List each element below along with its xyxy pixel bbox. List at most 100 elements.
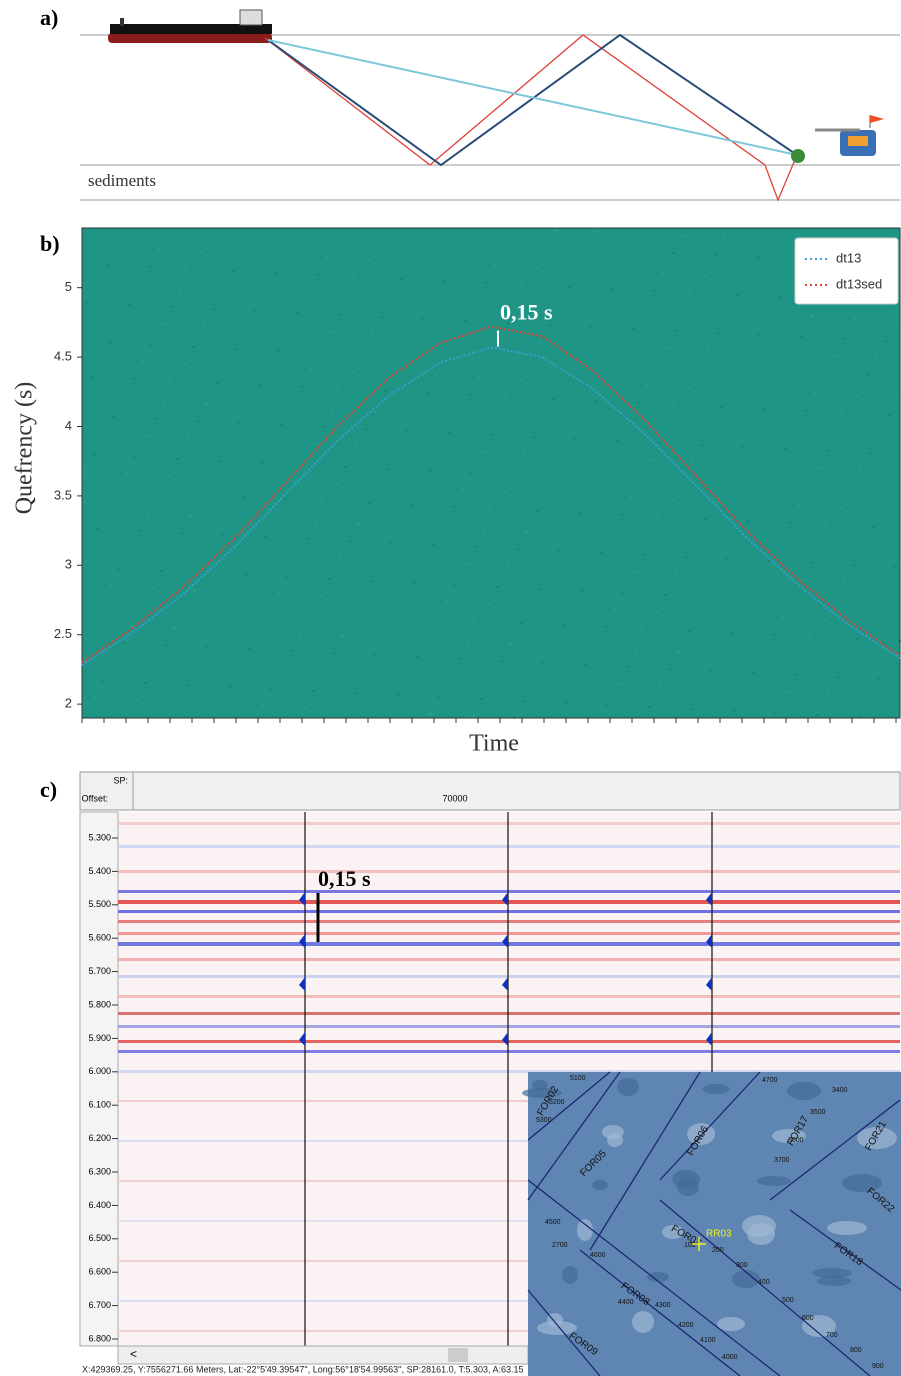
noise bbox=[697, 613, 700, 615]
y-tick-label: 5 bbox=[65, 279, 72, 294]
reflection-band bbox=[118, 1070, 900, 1073]
noise bbox=[603, 383, 606, 385]
noise bbox=[412, 582, 415, 584]
noise bbox=[145, 435, 148, 437]
noise bbox=[645, 385, 648, 387]
noise bbox=[161, 323, 164, 325]
seamount bbox=[827, 1221, 867, 1235]
noise bbox=[196, 420, 199, 422]
noise bbox=[470, 472, 473, 474]
noise bbox=[506, 322, 509, 324]
noise bbox=[374, 654, 377, 656]
noise bbox=[648, 706, 651, 708]
noise bbox=[509, 643, 512, 645]
noise bbox=[671, 499, 674, 501]
noise bbox=[416, 656, 419, 658]
noise bbox=[468, 394, 471, 396]
legend-label: dt13sed bbox=[836, 276, 882, 291]
noise bbox=[690, 708, 693, 710]
noise bbox=[380, 316, 383, 318]
noise bbox=[855, 395, 858, 397]
noise bbox=[729, 389, 732, 391]
noise bbox=[258, 384, 261, 386]
noise bbox=[606, 704, 609, 706]
noise bbox=[461, 489, 464, 491]
header-value: 70000 bbox=[442, 793, 467, 803]
noise bbox=[496, 586, 499, 588]
noise bbox=[193, 589, 196, 591]
noise bbox=[607, 457, 610, 459]
noise bbox=[872, 526, 875, 528]
noise bbox=[248, 648, 251, 650]
noise bbox=[325, 257, 328, 259]
noise bbox=[216, 382, 219, 384]
noise bbox=[370, 580, 373, 582]
noise bbox=[884, 340, 887, 342]
noise bbox=[426, 392, 429, 394]
noise bbox=[180, 532, 183, 534]
plot-background bbox=[82, 228, 900, 718]
noise bbox=[823, 619, 826, 621]
wiggle bbox=[706, 977, 712, 991]
seamount bbox=[647, 1272, 669, 1282]
reflection-band bbox=[118, 1260, 900, 1262]
noise bbox=[251, 479, 254, 481]
noise bbox=[83, 471, 86, 473]
map-label: 4100 bbox=[700, 1337, 716, 1344]
ocean-bottom-node bbox=[791, 115, 884, 163]
noise bbox=[600, 552, 603, 554]
legend-box bbox=[794, 237, 899, 305]
noise bbox=[613, 609, 616, 611]
noise bbox=[681, 235, 684, 237]
noise bbox=[458, 658, 461, 660]
noise bbox=[866, 374, 869, 376]
noise bbox=[316, 274, 319, 276]
noise bbox=[439, 449, 442, 451]
reflection-band bbox=[118, 1040, 900, 1043]
noise bbox=[429, 713, 432, 715]
depth-label: 6.500 bbox=[88, 1233, 111, 1243]
map-label: 4000 bbox=[722, 1354, 738, 1361]
panel-c: c) SP: Offset: 70000 5.300 5.400 5.500 5.600 5.7… bbox=[40, 771, 901, 1376]
noise bbox=[758, 334, 761, 336]
map-label: 500 bbox=[782, 1297, 794, 1304]
noise bbox=[490, 434, 493, 436]
noise bbox=[858, 716, 861, 718]
reflection-band bbox=[118, 1180, 900, 1182]
wiggle bbox=[502, 892, 508, 906]
wiggle bbox=[706, 892, 712, 906]
depth-label: 5.500 bbox=[88, 899, 111, 909]
noise bbox=[869, 695, 872, 697]
noise bbox=[271, 441, 274, 443]
noise bbox=[106, 264, 109, 266]
seamount bbox=[842, 1174, 882, 1192]
noise bbox=[662, 516, 665, 518]
noise bbox=[635, 649, 638, 651]
noise bbox=[235, 591, 238, 593]
reflection-band bbox=[118, 1330, 900, 1332]
noise bbox=[811, 315, 814, 317]
noise bbox=[212, 308, 215, 310]
seamount bbox=[592, 1180, 608, 1190]
noise bbox=[403, 599, 406, 601]
noise bbox=[293, 481, 296, 483]
noise bbox=[287, 329, 290, 331]
map-label: 4700 bbox=[762, 1077, 778, 1084]
noise bbox=[774, 712, 777, 714]
reflection-band bbox=[118, 975, 900, 978]
noise bbox=[839, 507, 842, 509]
noise bbox=[752, 672, 755, 674]
noise bbox=[816, 714, 819, 716]
noise bbox=[675, 573, 678, 575]
noise bbox=[231, 517, 234, 519]
noise bbox=[587, 495, 590, 497]
depth-label: 6.200 bbox=[88, 1133, 111, 1143]
noise bbox=[562, 624, 565, 626]
seamount bbox=[607, 1133, 623, 1147]
noise bbox=[480, 698, 483, 700]
noise bbox=[548, 324, 551, 326]
noise bbox=[160, 570, 163, 572]
noise bbox=[331, 409, 334, 411]
noise bbox=[112, 416, 115, 418]
noise bbox=[565, 455, 568, 457]
